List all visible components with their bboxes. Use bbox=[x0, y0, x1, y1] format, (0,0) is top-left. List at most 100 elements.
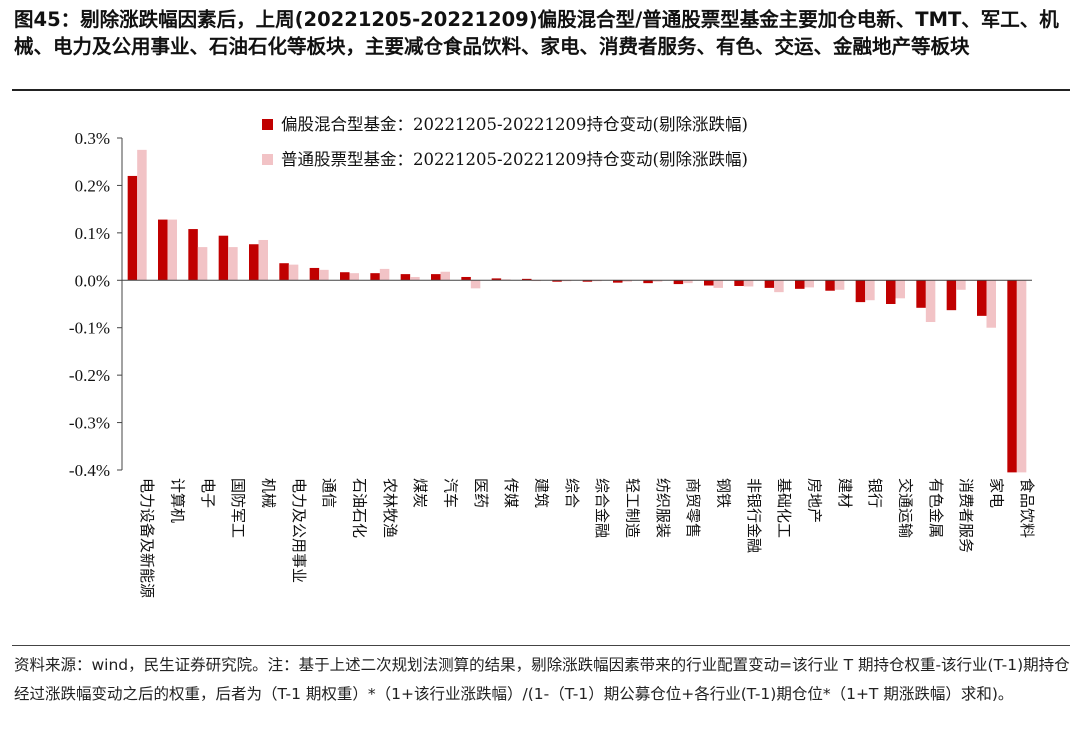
bar-series1-24 bbox=[855, 280, 866, 303]
y-tick-label: -0.1% bbox=[69, 319, 110, 338]
category-label: 有色金属 bbox=[927, 478, 945, 538]
category-label: 非银行金融 bbox=[745, 478, 763, 553]
bar-series2-29 bbox=[1016, 280, 1027, 473]
category-label: 医药 bbox=[472, 478, 490, 508]
bar-series2-2 bbox=[197, 247, 208, 281]
bar-series2-19 bbox=[713, 280, 723, 288]
bar-series1-0 bbox=[127, 175, 138, 281]
bar-series2-27 bbox=[956, 280, 966, 290]
category-label: 纺织服装 bbox=[654, 478, 672, 538]
bar-series2-10 bbox=[440, 271, 450, 281]
legend-swatch-series1 bbox=[262, 119, 273, 130]
bar-series1-17 bbox=[643, 280, 653, 284]
bar-series2-8 bbox=[379, 268, 390, 281]
category-label: 传媒 bbox=[502, 478, 520, 508]
bar-series2-6 bbox=[319, 269, 329, 281]
bar-series2-0 bbox=[137, 149, 147, 281]
category-label: 综合金融 bbox=[593, 478, 611, 538]
bar-series1-2 bbox=[188, 229, 198, 281]
bar-series2-17 bbox=[652, 280, 663, 282]
bar-series2-7 bbox=[349, 273, 359, 281]
y-tick-label: -0.4% bbox=[69, 461, 110, 480]
y-axis: 0.3% 0.2% 0.1% 0.0% -0.1% -0.2% -0.3% -0.4% bbox=[69, 129, 123, 480]
bar-series1-20 bbox=[734, 280, 744, 286]
bar-series1-21 bbox=[764, 280, 775, 288]
bar-series1-12 bbox=[491, 278, 502, 281]
category-label: 食品饮料 bbox=[1018, 478, 1036, 538]
bar-series2-25 bbox=[895, 280, 905, 299]
bar-series1-3 bbox=[218, 235, 229, 281]
bar-series2-3 bbox=[228, 247, 238, 281]
legend-swatch-series2 bbox=[262, 154, 273, 165]
bar-series bbox=[127, 149, 1027, 473]
bar-series1-4 bbox=[249, 244, 259, 281]
bar-series2-11 bbox=[470, 280, 481, 289]
bar-series1-9 bbox=[400, 274, 411, 281]
category-label: 建材 bbox=[836, 478, 854, 508]
bar-series2-20 bbox=[743, 280, 754, 287]
bar-series2-26 bbox=[925, 280, 936, 323]
y-tick-label: 0.3% bbox=[75, 129, 110, 148]
bar-series1-28 bbox=[977, 280, 987, 316]
source-rule bbox=[12, 645, 1070, 646]
legend-label-series2: 普通股票型基金：20221205-20221209持仓变动(剔除涨跌幅) bbox=[281, 150, 748, 169]
y-tick-label: -0.3% bbox=[69, 414, 110, 433]
y-tick-label: -0.2% bbox=[69, 366, 110, 385]
legend-label-series1: 偏股混合型基金：20221205-20221209持仓变动(剔除涨跌幅) bbox=[281, 115, 748, 134]
category-label: 电力及公用事业 bbox=[290, 478, 308, 583]
category-label: 电子 bbox=[199, 478, 217, 508]
category-label: 汽车 bbox=[442, 478, 460, 508]
bar-series1-1 bbox=[158, 219, 168, 281]
bar-series1-5 bbox=[279, 263, 289, 281]
bar-series1-19 bbox=[704, 280, 714, 286]
category-label: 石油石化 bbox=[351, 478, 369, 538]
title-rule bbox=[12, 89, 1070, 91]
category-label: 建筑 bbox=[533, 478, 551, 508]
bar-series2-28 bbox=[986, 280, 996, 328]
figure-title: 图45：剔除涨跌幅因素后，上周(20221205-20221209)偏股混合型/… bbox=[14, 8, 1059, 58]
bar-series1-29 bbox=[1007, 280, 1017, 473]
category-label: 计算机 bbox=[169, 478, 187, 523]
bar-series1-15 bbox=[582, 280, 593, 282]
bar-series2-5 bbox=[288, 264, 299, 281]
category-label: 家电 bbox=[988, 478, 1006, 508]
bar-series2-22 bbox=[804, 280, 814, 288]
category-label: 银行 bbox=[866, 478, 884, 508]
category-label: 轻工制造 bbox=[624, 478, 642, 538]
y-tick-label: 0.1% bbox=[75, 224, 110, 243]
bar-series1-26 bbox=[916, 280, 926, 308]
category-label: 交通运输 bbox=[897, 478, 915, 538]
y-tick-label: 0.2% bbox=[75, 176, 110, 195]
category-label: 商贸零售 bbox=[684, 478, 702, 538]
bar-series2-18 bbox=[683, 280, 693, 284]
bar-series1-6 bbox=[309, 267, 320, 281]
category-label: 国防军工 bbox=[229, 478, 247, 538]
category-label: 通信 bbox=[320, 478, 338, 508]
category-label: 煤炭 bbox=[411, 478, 429, 508]
bar-series1-18 bbox=[673, 280, 684, 285]
bar-series1-25 bbox=[886, 280, 896, 304]
category-label: 机械 bbox=[260, 478, 278, 508]
bar-series1-23 bbox=[825, 280, 835, 291]
category-label: 房地产 bbox=[806, 478, 824, 523]
bar-series1-16 bbox=[613, 280, 623, 283]
category-label: 钢铁 bbox=[715, 478, 733, 508]
x-axis: 电力设备及新能源 计算机 电子 国防军工 机械 电力及公用事业 通信 石油石化 农林牧渔 煤炭 汽车… bbox=[122, 279, 1036, 598]
category-label: 电力设备及新能源 bbox=[138, 478, 156, 598]
bar-series2-9 bbox=[410, 276, 420, 281]
bar-series2-16 bbox=[622, 280, 632, 282]
y-tick-label: 0.0% bbox=[75, 271, 110, 290]
bar-series1-10 bbox=[431, 274, 441, 281]
category-label: 综合 bbox=[563, 478, 581, 508]
bar-series2-23 bbox=[834, 280, 845, 290]
bar-series1-11 bbox=[461, 276, 471, 281]
source-note: 资料来源：wind，民生证券研究院。注：基于上述二次规划法测算的结果，剔除涨跌幅… bbox=[14, 656, 1070, 703]
bar-series1-7 bbox=[340, 272, 350, 281]
bar-chart: 偏股混合型基金：20221205-20221209持仓变动(剔除涨跌幅) 普通股… bbox=[69, 115, 1036, 598]
bar-series2-1 bbox=[167, 219, 177, 281]
bar-series1-27 bbox=[946, 280, 957, 311]
bar-series2-24 bbox=[865, 280, 875, 301]
bar-series1-22 bbox=[795, 280, 805, 289]
bar-series1-13 bbox=[522, 278, 532, 281]
bar-series2-4 bbox=[258, 239, 268, 281]
